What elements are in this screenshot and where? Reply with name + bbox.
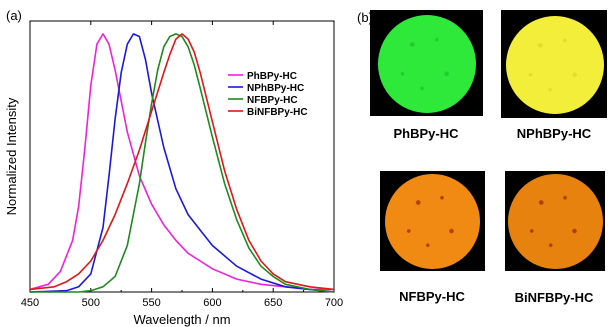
photo-disc-binfbpy-hc (508, 174, 603, 269)
plot-frame (29, 20, 335, 293)
series-line-nphbpy-hc (29, 33, 335, 293)
x-axis-label: Wavelength / nm (133, 312, 230, 327)
x-tick-label-500: 500 (82, 297, 100, 309)
x-tick-label-650: 650 (264, 297, 282, 309)
photo-caption-nfbpy-hc: NFBPy-HC (399, 289, 465, 304)
x-tick-label-550: 550 (142, 297, 160, 309)
panel-b-label: (b) (357, 10, 373, 25)
x-tick-label-700: 700 (325, 297, 343, 309)
photo-caption-binfbpy-hc: BiNFBPy-HC (514, 290, 594, 305)
series-line-phbpy-hc (29, 33, 334, 291)
photo-caption-phbpy-hc: PhBPy-HC (393, 126, 459, 141)
photo-nfbpy-hc (380, 171, 485, 271)
photo-disc-nfbpy-hc (385, 174, 480, 269)
panel-a-label: (a) (6, 8, 22, 23)
y-axis-label: Normalized Intensity (4, 97, 19, 215)
x-tick-label-600: 600 (203, 297, 221, 309)
series-line-binfbpy-hc (29, 33, 335, 291)
photo-disc-phbpy-hc (378, 15, 476, 113)
legend-label-nfbpy-hc: NFBPy-HC (247, 95, 298, 106)
photo-caption-nphbpy-hc: NPhBPy-HC (516, 126, 592, 141)
photo-binfbpy-hc (505, 171, 605, 271)
legend-label-nphbpy-hc: NPhBPy-HC (247, 83, 304, 94)
photo-phbpy-hc (370, 10, 483, 116)
photo-nphbpy-hc (501, 10, 607, 118)
emission-spectra-chart: 450 500 550 600 650 700 Wavelength / nm Normali… (4, 20, 343, 327)
series-line-nfbpy-hc (30, 33, 335, 293)
legend-label-phbpy-hc: PhBPy-HC (247, 71, 297, 82)
photo-disc-nphbpy-hc (506, 16, 604, 114)
x-tick-label-450: 450 (21, 297, 39, 309)
legend-label-binfbpy-hc: BiNFBPy-HC (247, 107, 308, 118)
